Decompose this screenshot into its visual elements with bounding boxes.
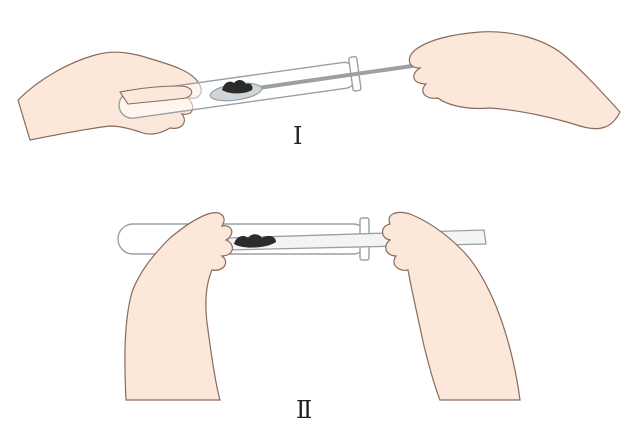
right-hand-1 bbox=[408, 31, 621, 130]
left-hand-1-thumb bbox=[119, 85, 193, 105]
figure-1-illustration bbox=[17, 31, 621, 141]
right-hand-2 bbox=[381, 211, 521, 401]
figure-label-1: Ⅰ bbox=[293, 124, 303, 150]
spatula-handle bbox=[256, 64, 414, 90]
figure-2-illustration bbox=[117, 211, 521, 401]
solid-sample-1 bbox=[222, 80, 253, 94]
left-hand-1 bbox=[17, 51, 202, 141]
figure-label-2: Ⅱ bbox=[296, 398, 313, 424]
left-hand-2 bbox=[124, 212, 233, 401]
solid-sample-2 bbox=[234, 234, 276, 248]
